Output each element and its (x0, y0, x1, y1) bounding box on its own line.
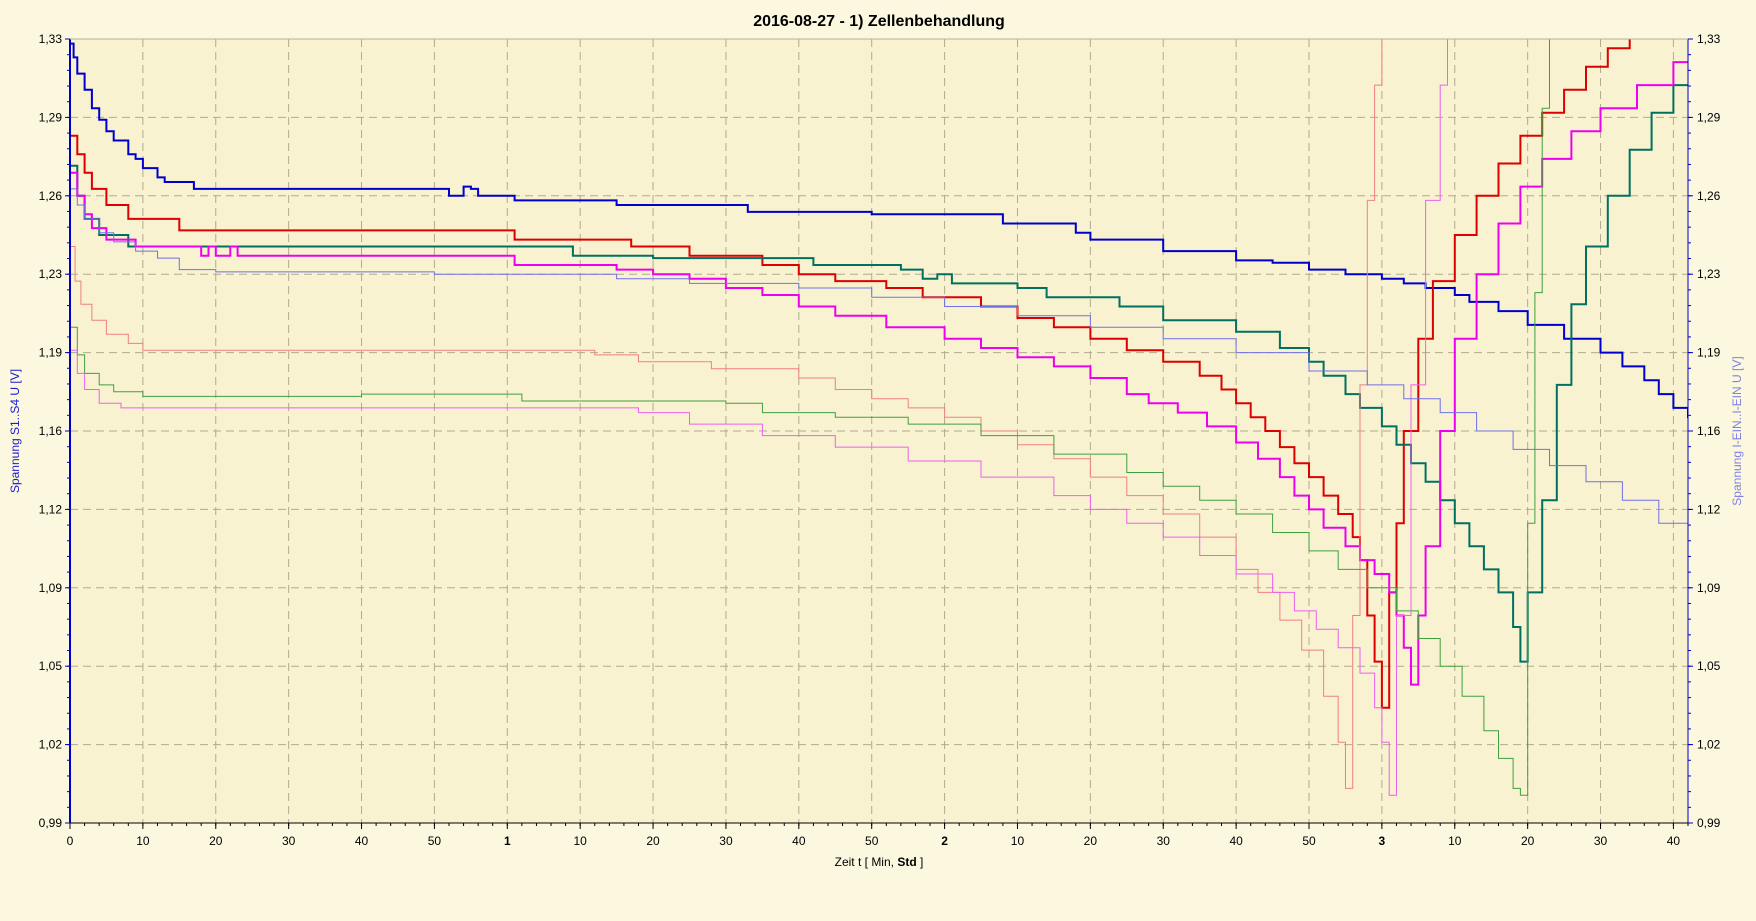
y-tick-label-left: 1,09 (39, 581, 63, 595)
x-axis-label-suffix: ] (917, 855, 924, 869)
series-line-8 (70, 188, 1688, 543)
x-tick-label: 40 (1229, 834, 1243, 848)
series-layer (70, 39, 1688, 796)
x-tick-label: 40 (355, 834, 369, 848)
y-tick-label-right: 0,99 (1697, 816, 1721, 830)
x-tick-label: 10 (574, 834, 588, 848)
x-tick-label: 3 (1379, 834, 1386, 848)
series-line-6 (70, 39, 1550, 796)
x-tick-label: 2 (941, 834, 948, 848)
y-tick-label-left: 1,33 (39, 32, 63, 46)
x-tick-label: 50 (1302, 834, 1316, 848)
y-tick-label-left: 0,99 (39, 816, 63, 830)
x-tick-label: 0 (67, 834, 74, 848)
x-tick-label: 10 (1448, 834, 1462, 848)
x-axis-label-prefix: Zeit t [ Min, (835, 855, 898, 869)
y-tick-label-right: 1,26 (1697, 189, 1721, 203)
x-axis-label: Zeit t [ Min, Std ] (835, 855, 924, 869)
x-tick-label: 50 (865, 834, 879, 848)
y-tick-label-right: 1,12 (1697, 502, 1721, 516)
y-tick-label-left: 1,26 (39, 189, 63, 203)
x-tick-label: 10 (1011, 834, 1025, 848)
y-tick-label-left: 1,16 (39, 424, 63, 438)
x-tick-label: 40 (792, 834, 806, 848)
x-tick-label: 20 (646, 834, 660, 848)
y-tick-label-right: 1,16 (1697, 424, 1721, 438)
y-tick-label-left: 1,19 (39, 346, 63, 360)
chart-title: 2016-08-27 - 1) Zellenbehandlung (753, 13, 1005, 30)
series-line-1 (70, 42, 1688, 419)
x-tick-label: 20 (1521, 834, 1535, 848)
series-line-4 (70, 61, 1688, 686)
y-axis-label-right: Spannung I-EIN..I-EIN U [V] (1730, 356, 1744, 505)
y-tick-label-right: 1,23 (1697, 267, 1721, 281)
y-tick-label-right: 1,05 (1697, 659, 1721, 673)
x-tick-label: 1 (504, 834, 511, 848)
x-tick-label: 30 (282, 834, 296, 848)
x-tick-label: 50 (428, 834, 442, 848)
y-tick-label-left: 1,29 (39, 110, 63, 124)
x-tick-label: 20 (209, 834, 223, 848)
y-tick-label-left: 1,12 (39, 502, 63, 516)
y-axis-label-left: Spannung S1..S4 U [V] (8, 369, 22, 493)
x-tick-label: 20 (1084, 834, 1098, 848)
y-tick-label-right: 1,09 (1697, 581, 1721, 595)
y-tick-label-left: 1,02 (39, 738, 63, 752)
y-tick-label-right: 1,29 (1697, 110, 1721, 124)
series-line-7 (70, 39, 1448, 796)
x-tick-label: 30 (1594, 834, 1608, 848)
y-tick-label-right: 1,02 (1697, 738, 1721, 752)
x-tick-label: 40 (1667, 834, 1681, 848)
x-tick-label: 30 (719, 834, 733, 848)
x-axis-label-bold: Std (897, 855, 916, 869)
y-tick-label-left: 1,23 (39, 267, 63, 281)
series-line-5 (70, 39, 1383, 789)
x-tick-label: 10 (136, 834, 150, 848)
y-tick-label-right: 1,33 (1697, 32, 1721, 46)
series-line-2 (70, 39, 1631, 709)
axes: 0,99 0,99 1,02 1,02 1,05 1,05 1,09 1,09 1,12 1,12… (39, 32, 1721, 848)
x-tick-label: 30 (1157, 834, 1171, 848)
y-tick-label-right: 1,19 (1697, 346, 1721, 360)
y-tick-label-left: 1,05 (39, 659, 63, 673)
